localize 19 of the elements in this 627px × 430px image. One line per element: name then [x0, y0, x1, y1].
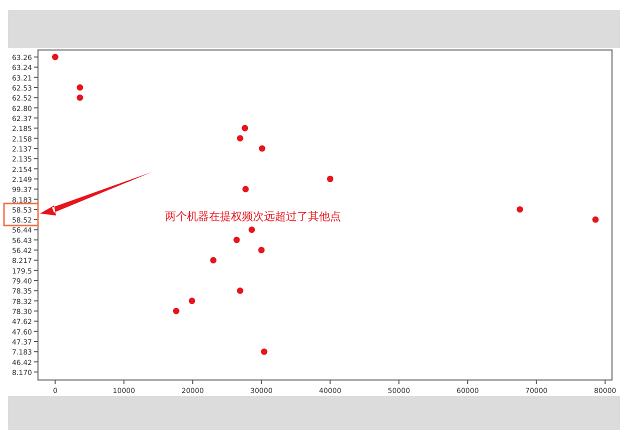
point — [188, 298, 196, 304]
point — [242, 124, 248, 132]
point — [233, 236, 240, 244]
point — [592, 216, 599, 223]
point — [258, 246, 265, 254]
point — [248, 226, 255, 233]
point — [172, 308, 180, 314]
point — [76, 84, 84, 91]
point — [326, 176, 334, 182]
point — [516, 206, 524, 213]
point — [260, 348, 268, 355]
point — [210, 257, 216, 264]
point — [236, 288, 244, 294]
point — [76, 94, 84, 101]
point — [236, 135, 244, 142]
point — [242, 186, 249, 192]
point — [258, 145, 266, 152]
point — [52, 54, 58, 60]
annotation: 两个机器在提权频次远超过了其他点 — [165, 210, 341, 223]
